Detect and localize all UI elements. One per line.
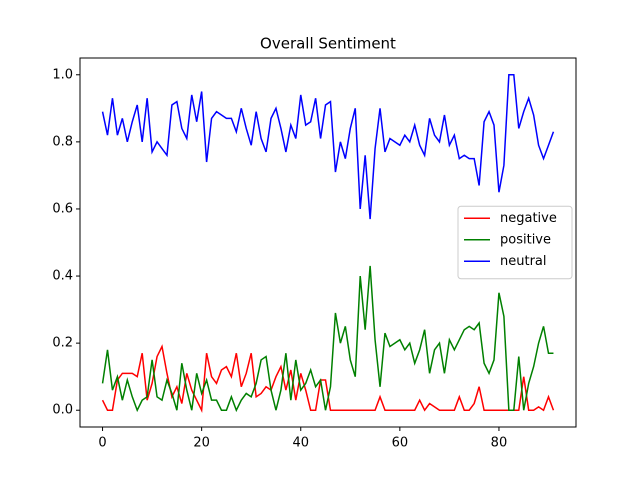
line [101,74,555,220]
line [101,265,554,413]
x-tick-label: 0 [98,436,106,451]
y-tick-label: 1.0 [52,67,73,82]
y-tick-label: 0.8 [52,134,73,149]
y-tick-label: 0.2 [52,336,73,351]
x-tick-label: 60 [392,436,409,451]
legend-label: negative [500,211,557,226]
legend-label: positive [500,232,551,247]
legend-label: neutral [500,254,547,269]
x-tick-label: 20 [193,436,210,451]
x-tick-label: 40 [292,436,309,451]
y-tick-label: 0.4 [52,269,73,284]
y-tick-label: 0.6 [52,201,73,216]
plot-frame [79,57,577,428]
y-tick-label: 0.0 [52,403,73,418]
x-tick-label: 80 [491,436,508,451]
chart-title: Overall Sentiment [260,35,396,53]
